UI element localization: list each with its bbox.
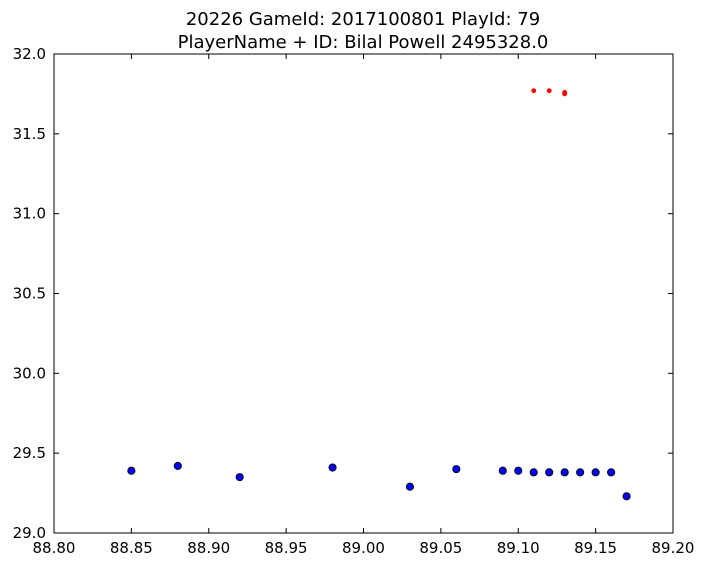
chart-subtitle: PlayerName + ID: Bilal Powell 2495328.0 [178, 32, 549, 53]
x-tick-label: 89.05 [419, 539, 462, 557]
y-tick-label: 30.0 [13, 364, 46, 382]
y-tick-label: 31.5 [13, 125, 46, 143]
data-point-blue [498, 466, 507, 475]
x-tick-label: 89.10 [497, 539, 540, 557]
data-point-blue [545, 468, 554, 477]
data-points [127, 88, 631, 501]
data-point-blue [328, 463, 337, 472]
x-tick-label: 89.00 [342, 539, 385, 557]
x-tick-label: 88.95 [265, 539, 308, 557]
data-point-blue [591, 468, 600, 477]
data-point-red [531, 88, 537, 94]
data-point-blue [576, 468, 585, 477]
data-point-blue [514, 466, 523, 475]
data-point-blue [622, 492, 631, 501]
y-tick-label: 30.5 [13, 285, 46, 303]
data-point-blue [235, 473, 244, 482]
data-point-blue [127, 466, 136, 475]
y-tick-label: 29.5 [13, 444, 46, 462]
x-tick-label: 88.90 [187, 539, 230, 557]
y-tick-label: 32.0 [13, 45, 46, 63]
x-axis: 88.80 88.85 88.90 88.95 89.00 89.05 89.10 89.15… [33, 54, 695, 557]
chart-title: 20226 GameId: 2017100801 PlayId: 79 [186, 9, 540, 30]
data-point-blue [560, 468, 569, 477]
y-tick-label: 29.0 [13, 524, 46, 542]
data-point-blue [173, 461, 182, 470]
x-tick-label: 88.85 [110, 539, 153, 557]
data-point-red [562, 91, 568, 97]
data-point-blue [405, 482, 414, 491]
x-tick-label: 88.80 [33, 539, 76, 557]
y-axis: 29.0 29.5 30.0 30.5 31.0 31.5 32.0 [13, 45, 673, 542]
data-point-blue [607, 468, 616, 477]
data-point-blue [529, 468, 538, 477]
plot-area [53, 53, 674, 534]
data-point-blue [452, 465, 461, 474]
x-tick-label: 89.20 [652, 539, 695, 557]
y-tick-label: 31.0 [13, 205, 46, 223]
x-tick-label: 89.15 [574, 539, 617, 557]
data-point-red [546, 88, 552, 94]
